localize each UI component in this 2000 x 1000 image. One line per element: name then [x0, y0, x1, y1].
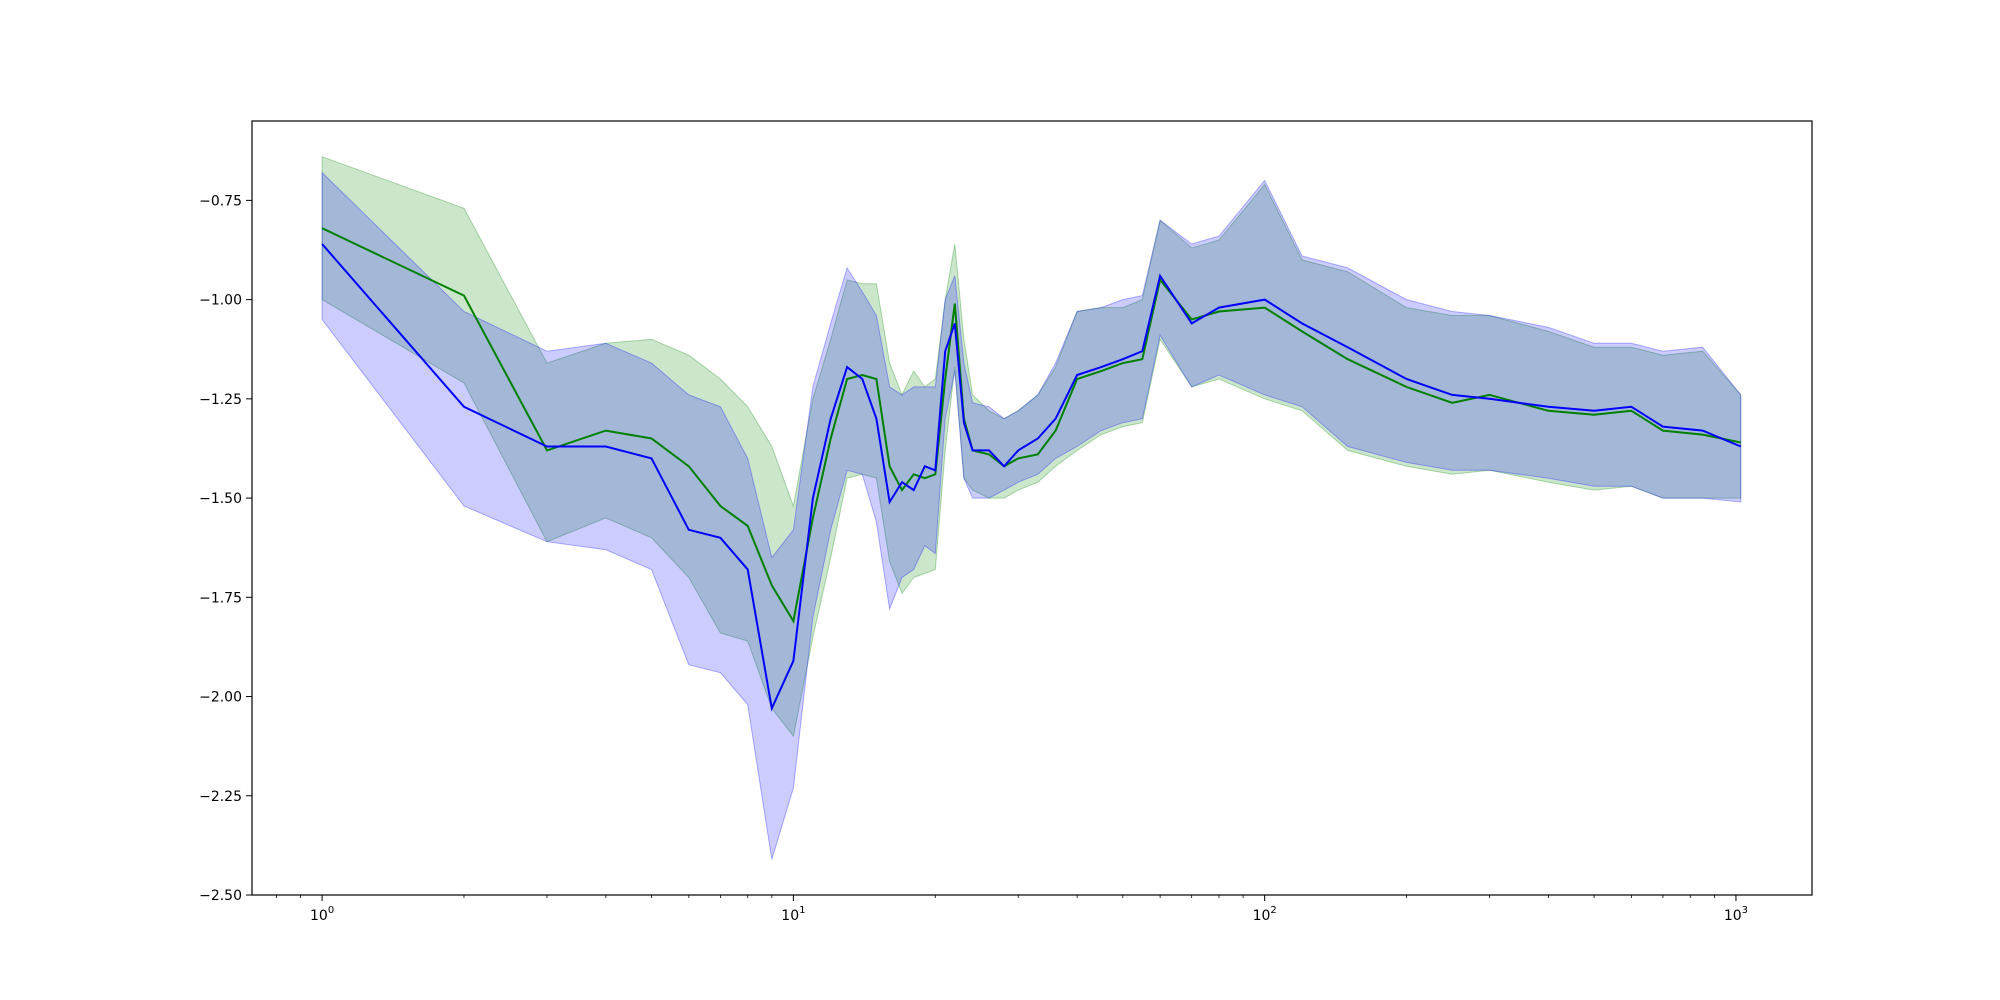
- y-tick-label: −1.25: [199, 392, 242, 408]
- series-2-line: [321, 243, 1742, 712]
- y-tick-label: −2.25: [199, 789, 242, 805]
- x-tick-label: 103: [1724, 905, 1748, 924]
- x-tick-label: 100: [310, 905, 334, 924]
- y-tick-label: −0.75: [199, 193, 242, 209]
- series-1-line: [321, 227, 1742, 624]
- series-2-band: [321, 171, 1742, 860]
- y-tick-label: −1.75: [199, 590, 242, 606]
- series-lines: [321, 227, 1742, 712]
- y-tick-label: −1.00: [199, 293, 242, 309]
- plot-area: [321, 155, 1742, 860]
- x-tick-label: 101: [781, 905, 805, 924]
- y-tick-label: −1.50: [199, 491, 242, 507]
- series-1-band: [321, 155, 1742, 738]
- confidence-bands: [321, 155, 1742, 860]
- y-tick-label: −2.00: [199, 690, 242, 706]
- y-axis: −0.75 −1.00 −1.25 −1.50 −1.75 −2.00 −2.25 −2.50: [199, 193, 252, 904]
- axes-frame: [251, 120, 1813, 896]
- x-axis: 100 101 102 103: [276, 895, 1748, 924]
- y-tick-label: −2.50: [199, 888, 242, 904]
- x-tick-label: 102: [1253, 905, 1277, 924]
